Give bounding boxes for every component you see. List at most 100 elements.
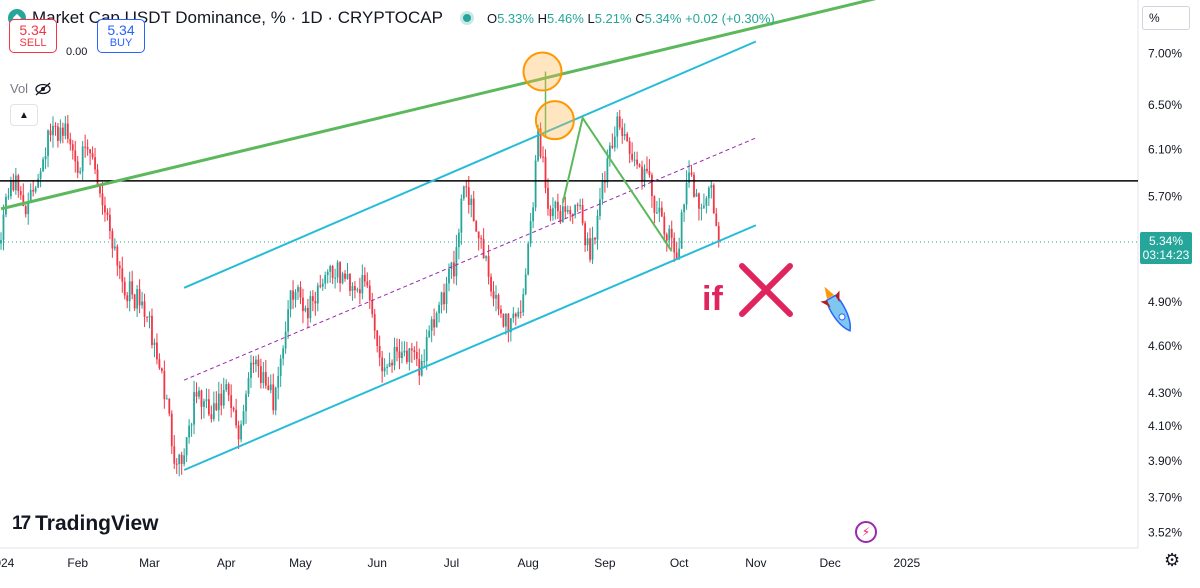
candle-body bbox=[401, 352, 403, 359]
lightning-icon[interactable]: ⚡ bbox=[855, 521, 877, 543]
candle-body bbox=[10, 181, 12, 197]
candle-body bbox=[509, 318, 512, 333]
candle-body bbox=[688, 172, 690, 183]
candle-body bbox=[668, 228, 671, 241]
candle-body bbox=[255, 359, 257, 365]
candle-body bbox=[552, 208, 554, 217]
buy-price: 5.34 bbox=[107, 22, 135, 38]
candle-body bbox=[203, 401, 205, 407]
candle-body bbox=[302, 297, 304, 312]
candle-body bbox=[537, 128, 539, 161]
candle-body bbox=[217, 393, 220, 411]
rocket-fin bbox=[820, 290, 840, 308]
candle-body bbox=[351, 286, 354, 291]
candle-body bbox=[700, 207, 703, 209]
candle-body bbox=[7, 196, 10, 198]
price-tick-label: 6.50% bbox=[1148, 98, 1182, 112]
candle-body bbox=[566, 209, 569, 212]
highlight-circle-marker bbox=[534, 100, 575, 141]
candle-body bbox=[378, 345, 381, 358]
market-status-dot[interactable] bbox=[462, 14, 471, 22]
time-tick-label: Mar bbox=[139, 556, 160, 570]
candle-body bbox=[329, 266, 332, 272]
scale-mode-button[interactable]: % bbox=[1142, 6, 1190, 30]
sell-button[interactable]: 5.34 SELL bbox=[9, 19, 57, 53]
candle-body bbox=[408, 348, 411, 363]
candle-body bbox=[151, 315, 153, 345]
candle-body bbox=[673, 237, 676, 253]
candle-body bbox=[118, 265, 121, 269]
candle-body bbox=[146, 316, 148, 318]
symbol-title[interactable]: Market Cap USDT Dominance, % · 1D · CRYP… bbox=[32, 8, 443, 27]
candle-body bbox=[435, 313, 438, 328]
candle-body bbox=[39, 171, 42, 179]
candle-body bbox=[386, 366, 388, 368]
rocket-window bbox=[838, 313, 846, 321]
candle-body bbox=[94, 157, 96, 170]
candle-body bbox=[165, 398, 168, 400]
candle-body bbox=[529, 221, 532, 244]
candle-body bbox=[455, 247, 458, 277]
tradingview-logo[interactable]: 17 TradingView bbox=[12, 512, 158, 536]
candle-body bbox=[505, 313, 507, 327]
candle-body bbox=[604, 181, 606, 183]
candle-body bbox=[96, 169, 99, 186]
logo-text: TradingView bbox=[35, 512, 159, 535]
candle-body bbox=[178, 454, 181, 465]
price-tick-label: 4.60% bbox=[1148, 339, 1182, 353]
candle-body bbox=[274, 387, 277, 411]
last-price-value: 5.34% bbox=[1148, 234, 1184, 248]
candle-body bbox=[245, 394, 247, 412]
candle-body bbox=[185, 437, 188, 456]
collapse-button[interactable]: ▲ bbox=[10, 104, 38, 126]
time-tick-label: Oct bbox=[670, 556, 689, 570]
candle-body bbox=[500, 309, 502, 314]
cross-mark-stroke bbox=[739, 263, 793, 317]
candle-body bbox=[472, 198, 475, 222]
candle-body bbox=[554, 201, 557, 209]
candle-body bbox=[264, 372, 267, 386]
candle-body bbox=[428, 330, 431, 337]
candle-body bbox=[294, 291, 297, 300]
candle-body bbox=[170, 413, 173, 447]
candle-body bbox=[314, 301, 317, 304]
candle-body bbox=[522, 294, 525, 313]
candle-body bbox=[423, 360, 426, 362]
candle-body bbox=[685, 182, 688, 205]
gear-icon[interactable]: ⚙ bbox=[1164, 550, 1181, 570]
last-price-tag: 5.34% 03:14:23 bbox=[1140, 232, 1192, 264]
candle-body bbox=[61, 127, 64, 136]
candle-body bbox=[17, 175, 20, 192]
candle-body bbox=[326, 271, 329, 276]
candle-body bbox=[99, 185, 101, 194]
eye-off-icon[interactable] bbox=[34, 82, 52, 96]
candle-body bbox=[84, 146, 87, 148]
candle-body bbox=[47, 130, 49, 157]
candle-body bbox=[574, 204, 577, 215]
candle-body bbox=[425, 336, 428, 361]
candle-body bbox=[519, 311, 522, 313]
candle-body bbox=[678, 248, 681, 259]
candle-body bbox=[470, 198, 473, 205]
candle-body bbox=[131, 281, 134, 295]
candle-body bbox=[111, 231, 114, 249]
candle-body bbox=[32, 189, 35, 192]
candle-body bbox=[507, 313, 510, 333]
candle-body bbox=[324, 275, 327, 284]
time-tick-label: Jul bbox=[444, 556, 459, 570]
candle-body bbox=[19, 191, 22, 195]
volume-indicator[interactable]: Vol bbox=[10, 81, 52, 96]
candle-body bbox=[220, 393, 223, 406]
price-tick-label: 6.10% bbox=[1148, 142, 1182, 156]
time-tick-label: Sep bbox=[594, 556, 616, 570]
candle-body bbox=[363, 275, 366, 282]
candle-body bbox=[321, 283, 324, 287]
buy-button[interactable]: 5.34 BUY bbox=[97, 19, 145, 53]
candle-body bbox=[393, 346, 396, 366]
candle-body bbox=[643, 168, 646, 182]
candle-body bbox=[368, 285, 371, 301]
candle-body bbox=[272, 384, 275, 411]
candle-body bbox=[240, 424, 242, 440]
candle-body bbox=[502, 313, 505, 327]
